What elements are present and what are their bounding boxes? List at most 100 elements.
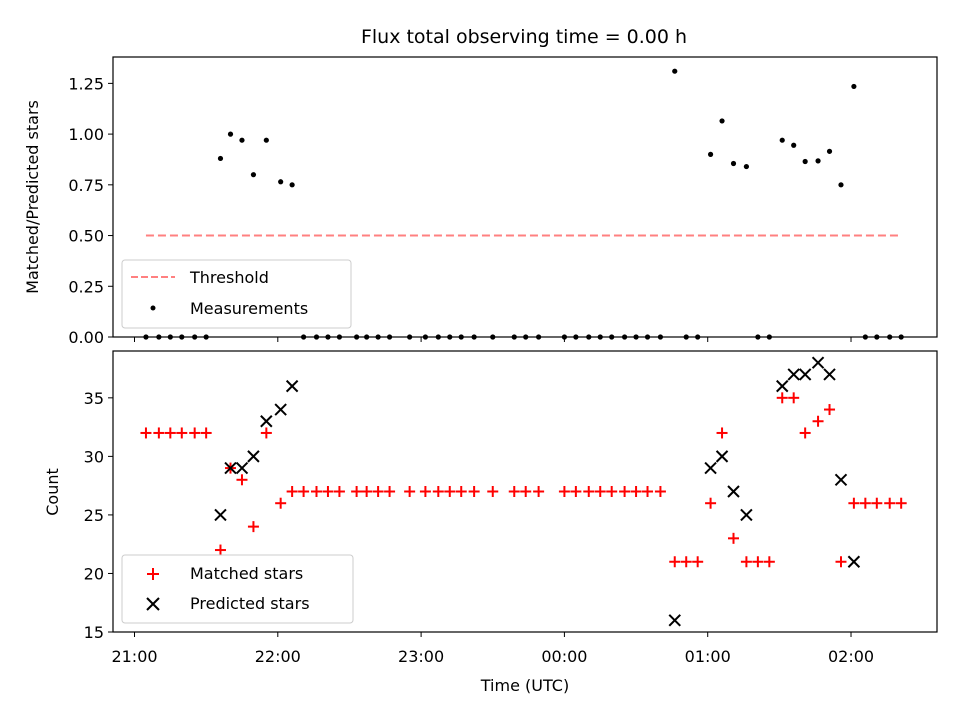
x-tick-label: 21:00 xyxy=(111,647,157,666)
matched-star-point xyxy=(642,486,654,497)
predicted-star-d2 xyxy=(704,461,717,475)
predicted-star-d2 xyxy=(668,614,681,627)
measurement-point xyxy=(743,163,750,170)
matched-star-point xyxy=(740,556,752,568)
predicted-star-d2 xyxy=(740,508,753,522)
y-tick-label: 15 xyxy=(84,623,104,642)
matched-star-point xyxy=(236,474,248,486)
matched-star-point xyxy=(871,497,883,509)
measurement-point xyxy=(239,137,245,143)
measurement-point xyxy=(838,182,844,188)
matched-star-point xyxy=(432,486,444,497)
measurement-point xyxy=(791,142,797,148)
y-tick-label: 0.50 xyxy=(68,227,104,246)
bottom-marks xyxy=(140,356,907,627)
y-tick-label: 1.00 xyxy=(68,125,104,144)
matched-star-point xyxy=(508,486,520,497)
top-panel: Flux total observing time = 0.00 h 0.00 0… xyxy=(23,26,938,347)
predicted-star-point xyxy=(260,415,273,428)
measurement-point xyxy=(672,68,678,74)
measurement-point xyxy=(263,137,269,143)
predicted-star-d2 xyxy=(847,555,861,568)
measurement-point xyxy=(707,151,714,157)
top-y-axis-label: Matched/Predicted stars xyxy=(23,100,42,294)
predicted-star-d2 xyxy=(214,508,227,522)
top-legend: Threshold Measurements xyxy=(121,259,352,329)
matched-star-point xyxy=(752,556,764,568)
matched-star-point xyxy=(455,486,467,497)
chart-title: Flux total observing time = 0.00 h xyxy=(361,26,687,48)
matched-star-point xyxy=(351,486,363,497)
matched-star-point xyxy=(444,486,456,497)
bottom-legend-box xyxy=(121,554,354,624)
measurements-legend-label: Measurements xyxy=(190,299,308,318)
predicted-star-point xyxy=(834,473,848,486)
predicted-star-point xyxy=(274,403,287,416)
x-tick-label: 22:00 xyxy=(255,647,301,666)
matched-star-point xyxy=(776,392,788,404)
matched-star-point xyxy=(859,497,871,509)
matched-star-point xyxy=(384,486,396,497)
measurement-point xyxy=(227,131,234,137)
predicted-star-point xyxy=(235,461,249,475)
matched-star-point xyxy=(286,486,298,497)
y-tick-label: 35 xyxy=(84,389,104,408)
measurement-point xyxy=(826,148,833,154)
matched-star-point xyxy=(558,486,570,497)
y-tick-label: 0.75 xyxy=(68,176,104,195)
matched-star-point xyxy=(164,427,176,439)
predicted-star-point xyxy=(704,461,717,475)
matched-stars-legend-label: Matched stars xyxy=(190,564,303,583)
predicted-star-d2 xyxy=(798,368,812,381)
bottom-axes-frame xyxy=(112,350,938,633)
predicted-star-point xyxy=(798,368,812,381)
matched-star-point xyxy=(606,486,618,497)
predicted-star-point xyxy=(847,555,861,568)
matched-stars-legend-swatch xyxy=(147,568,159,580)
matched-star-point xyxy=(310,486,322,497)
matched-star-point xyxy=(848,497,860,509)
matched-star-point xyxy=(763,556,775,568)
predicted-star-d2 xyxy=(834,473,848,486)
predicted-star-d2 xyxy=(247,450,260,463)
predicted-star-d2 xyxy=(727,485,740,498)
top-y-ticks: 0.00 0.25 0.50 0.75 1.00 1.25 xyxy=(68,74,113,347)
predicted-star-d2 xyxy=(224,461,237,475)
predicted-star-d2 xyxy=(260,415,273,428)
matched-star-point xyxy=(895,497,907,509)
matched-star-point xyxy=(669,556,681,568)
matched-star-point xyxy=(630,486,642,497)
measurement-point xyxy=(278,179,284,185)
top-legend-box xyxy=(121,259,352,329)
predicted-star-d2 xyxy=(274,403,287,416)
matched-star-point xyxy=(322,486,334,497)
measurement-point xyxy=(289,182,295,188)
x-axis-label: Time (UTC) xyxy=(480,676,569,695)
predicted-star-d2 xyxy=(811,356,825,369)
matched-star-point xyxy=(654,486,666,497)
predicted-star-point xyxy=(247,450,260,463)
x-tick-label: 02:00 xyxy=(828,647,874,666)
matched-star-point xyxy=(835,556,847,568)
predicted-star-point xyxy=(740,508,753,522)
predicted-stars-legend-swatch xyxy=(146,597,160,611)
threshold-legend-label: Threshold xyxy=(189,268,269,287)
predicted-star-point xyxy=(285,379,299,393)
measurement-point xyxy=(217,155,224,162)
y-tick-label: 0.00 xyxy=(68,328,104,347)
matched-star-point xyxy=(153,427,165,439)
matched-star-point xyxy=(214,544,226,556)
matched-star-point xyxy=(884,497,896,509)
measurement-point xyxy=(802,158,808,165)
predicted-star-point xyxy=(668,614,681,627)
y-tick-label: 1.25 xyxy=(68,74,104,93)
matched-star-point xyxy=(594,486,606,497)
matched-star-point xyxy=(333,486,345,497)
x-tick-label: 00:00 xyxy=(541,647,587,666)
predicted-star-point xyxy=(787,368,800,381)
measurement-point xyxy=(250,172,257,178)
bottom-y-ticks: 15 20 25 30 35 xyxy=(84,389,113,642)
matched-star-point xyxy=(487,486,499,497)
measurement-point xyxy=(815,158,821,164)
